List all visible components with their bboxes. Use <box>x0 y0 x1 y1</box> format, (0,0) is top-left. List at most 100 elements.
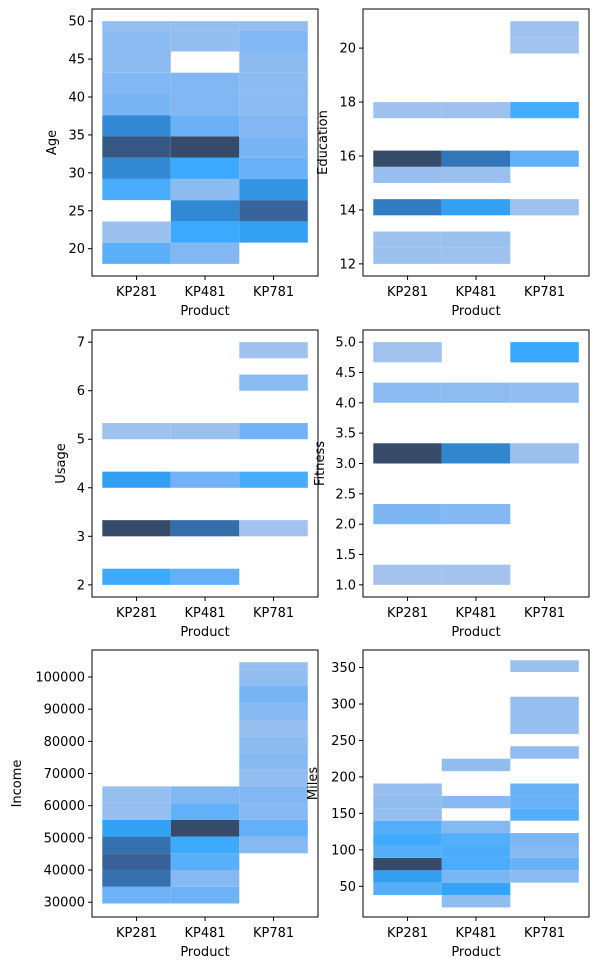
heatmap-cell <box>170 819 240 837</box>
heatmap-cell <box>510 808 579 821</box>
heatmap-cell <box>170 786 240 804</box>
y-axis-label: Miles <box>306 767 321 800</box>
heatmap-cell <box>373 443 442 464</box>
y-tick-label: 50000 <box>44 831 85 846</box>
heatmap-cell <box>510 696 579 710</box>
heatmap-cell <box>441 833 511 846</box>
heatmap-cell <box>510 199 579 216</box>
heatmap-cell <box>441 503 511 525</box>
heatmap-cell <box>441 857 511 871</box>
heatmap-cell <box>102 836 171 854</box>
x-tick-label: KP281 <box>116 606 157 621</box>
heatmap-cell <box>373 231 442 248</box>
x-tick-label: KP281 <box>387 285 428 300</box>
heatmap-cell <box>239 115 308 137</box>
y-tick-label: 2.0 <box>335 518 356 533</box>
x-tick-label: KP481 <box>455 285 496 300</box>
heatmap-cell <box>441 820 511 834</box>
heatmap-cell <box>170 72 240 94</box>
x-tick-label: KP481 <box>455 606 496 621</box>
y-tick-label: 3.5 <box>335 427 356 442</box>
y-tick-label: 12 <box>339 257 356 272</box>
heatmap-cell <box>373 833 442 846</box>
heatmap-cell <box>373 808 442 821</box>
heatmap-cell <box>102 115 171 137</box>
heatmap-cell <box>170 136 240 158</box>
heatmap-cell <box>373 795 442 809</box>
heatmap-cell <box>441 895 511 908</box>
heatmap-cell <box>373 783 442 796</box>
y-tick-label: 7 <box>77 336 85 351</box>
heatmap-cell <box>239 51 308 73</box>
x-tick-label: KP481 <box>455 926 496 941</box>
heatmap-cell <box>239 200 308 222</box>
heatmap-cell <box>373 564 442 585</box>
heatmap-cell <box>239 157 308 179</box>
heatmap-cell <box>441 150 511 167</box>
heatmap-cell <box>239 769 308 787</box>
heatmap-cell <box>102 870 171 887</box>
heatmap-cell <box>170 520 240 537</box>
x-axis-label: Product <box>180 945 229 960</box>
heatmap-cell <box>239 836 308 854</box>
y-tick-label: 18 <box>339 96 356 111</box>
heatmap-cell <box>510 382 579 403</box>
heatmap-cell <box>170 200 240 222</box>
y-tick-label: 6 <box>77 384 85 399</box>
y-tick-label: 20 <box>339 42 356 57</box>
y-tick-label: 25 <box>68 204 85 219</box>
y-tick-label: 4 <box>77 481 85 496</box>
heatmap-cell <box>170 21 240 31</box>
heatmap-cell <box>373 870 442 883</box>
heatmap-cell <box>239 136 308 158</box>
heatmap-cell <box>239 520 308 537</box>
y-tick-label: 4.0 <box>335 396 356 411</box>
heatmap-cell <box>510 150 579 167</box>
heatmap-cell <box>510 342 579 363</box>
heatmap-cell <box>102 520 171 537</box>
heatmap-cell <box>510 102 579 119</box>
x-tick-label: KP281 <box>116 285 157 300</box>
heatmap-cell <box>510 833 579 846</box>
y-tick-label: 50 <box>68 15 85 30</box>
heatmap-cell <box>239 819 308 837</box>
heatmap-cell <box>170 886 240 904</box>
heatmap-cell <box>102 886 171 904</box>
heatmap-cell <box>373 150 442 167</box>
heatmap-cell <box>102 21 171 31</box>
heatmap-cell <box>239 178 308 201</box>
heatmap-cell <box>239 21 308 31</box>
heatmap-cell <box>373 102 442 119</box>
y-tick-label: 45 <box>68 53 85 68</box>
heatmap-cell <box>373 166 442 183</box>
y-tick-label: 70000 <box>44 767 85 782</box>
y-tick-label: 2.5 <box>335 487 356 502</box>
x-tick-label: KP781 <box>253 606 294 621</box>
y-axis-label: Education <box>316 110 331 175</box>
heatmap-cell <box>170 30 240 52</box>
y-tick-label: 30 <box>68 166 85 181</box>
heatmap-cell <box>239 686 308 703</box>
plot-frame <box>91 329 319 598</box>
heatmap-cell <box>102 786 171 804</box>
heatmap-cell <box>170 157 240 179</box>
heatmap-cell <box>510 709 579 722</box>
heatmap-cell <box>441 870 511 883</box>
y-tick-label: 40 <box>68 90 85 105</box>
heatmap-cell <box>102 853 171 871</box>
y-tick-label: 150 <box>331 807 356 822</box>
x-tick-label: KP781 <box>253 926 294 941</box>
x-axis-label: Product <box>451 304 500 319</box>
y-tick-label: 350 <box>331 661 356 676</box>
heatmap-cell <box>170 853 240 871</box>
y-tick-label: 100000 <box>35 671 85 686</box>
heatmap-cell <box>441 247 511 264</box>
heatmap-cell <box>170 803 240 820</box>
heatmap-cell <box>510 21 579 38</box>
y-tick-label: 20 <box>68 242 85 257</box>
heatmap-cell <box>102 136 171 158</box>
y-tick-label: 3.0 <box>335 457 356 472</box>
heatmap-cell <box>510 660 579 672</box>
x-tick-label: KP481 <box>184 926 225 941</box>
y-tick-label: 35 <box>68 128 85 143</box>
